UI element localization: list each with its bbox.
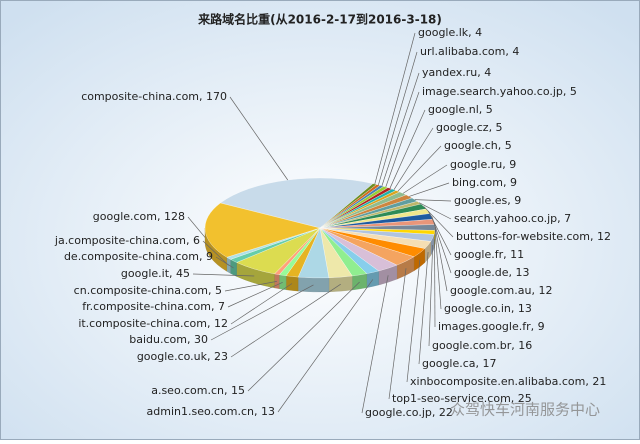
slice-label: xinbocomposite.en.alibaba.com, 21 (410, 375, 606, 388)
slice-label: it.composite-china.com, 12 (78, 317, 228, 330)
chart-title: 来路域名比重(从2016-2-17到2016-3-18) (197, 12, 442, 27)
slice-side (298, 277, 329, 292)
slice-label: google.es, 9 (454, 194, 521, 207)
slice-label: google.ch, 5 (444, 139, 512, 152)
slice-label: search.yahoo.co.jp, 7 (454, 212, 571, 225)
slice-side (286, 276, 298, 291)
slice-label: a.seo.com.cn, 15 (151, 384, 245, 397)
slice-label: buttons-for-website.com, 12 (456, 230, 611, 243)
slice-label: google.nl, 5 (428, 103, 493, 116)
watermark: 众驾快车河南服务中心 (450, 401, 600, 419)
slice-label: cn.composite-china.com, 5 (74, 284, 222, 297)
slice-label: google.it, 45 (121, 267, 190, 280)
slice-label: google.lk, 4 (418, 26, 482, 39)
slice-label: google.com.br, 16 (432, 339, 532, 352)
slice-label: url.alibaba.com, 4 (420, 45, 519, 58)
slice-side (279, 275, 286, 290)
slice-label: ja.composite-china.com, 6 (54, 234, 200, 247)
slice-side (352, 274, 367, 290)
pie-tops (205, 178, 435, 278)
slice-label: google.co.in, 13 (444, 302, 532, 315)
slice-label: google.fr, 11 (454, 248, 524, 261)
slice-label: fr.composite-china.com, 7 (82, 300, 225, 313)
slice-label: google.com.au, 12 (450, 284, 552, 297)
slice-label: baidu.com, 30 (129, 333, 208, 346)
slice-label: composite-china.com, 170 (81, 90, 227, 103)
slice-label: google.ru, 9 (450, 158, 516, 171)
slice-label: google.co.jp, 22 (365, 406, 453, 419)
slice-label: de.composite-china.com, 9 (64, 250, 213, 263)
slice-label: admin1.seo.com.cn, 13 (147, 405, 276, 418)
slice-label: yandex.ru, 4 (422, 66, 491, 79)
slice-label: google.de, 13 (454, 266, 530, 279)
slice-label: google.com, 128 (93, 210, 185, 223)
slice-label: images.google.fr, 9 (438, 320, 545, 333)
slice-label: google.co.uk, 23 (137, 350, 228, 363)
slice-label: google.cz, 5 (436, 121, 503, 134)
slice-label: bing.com, 9 (452, 176, 517, 189)
slice-label: google.ca, 17 (422, 357, 497, 370)
slice-label: image.search.yahoo.co.jp, 5 (422, 85, 577, 98)
